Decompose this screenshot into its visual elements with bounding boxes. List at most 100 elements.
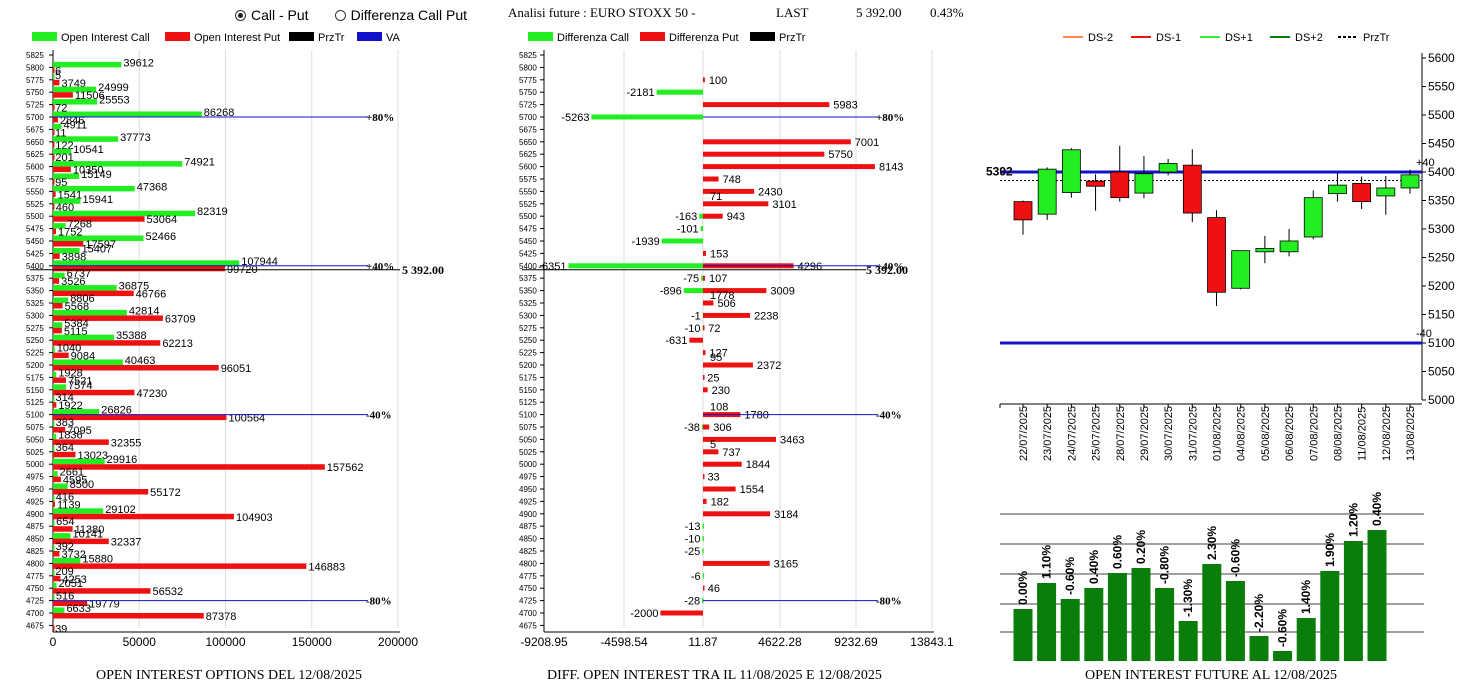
strike-label: 5725 <box>519 101 537 110</box>
diff-call-bar <box>700 226 703 232</box>
call-bar <box>53 173 80 179</box>
call-bar <box>53 471 58 477</box>
call-bar <box>53 533 71 539</box>
strike-label: 5025 <box>26 448 44 457</box>
strike-label: 5100 <box>26 411 44 420</box>
strike-label: 5775 <box>26 76 44 85</box>
strike-label: 5200 <box>26 361 44 370</box>
diff-put-bar <box>703 164 875 170</box>
put-value-label: 7095 <box>67 425 91 437</box>
strike-label: 5700 <box>519 113 537 122</box>
legend-swatch <box>165 32 190 41</box>
diff-put-label: 182 <box>711 496 729 508</box>
call-bar <box>53 371 57 378</box>
candle-body <box>1400 174 1420 189</box>
diff-call-label: -163 <box>675 211 697 223</box>
legend-label: Open Interest Put <box>194 32 280 44</box>
strike-label: 5150 <box>519 386 537 395</box>
y-tick-label: 5000 <box>1428 393 1455 407</box>
put-bar <box>53 476 61 483</box>
put-bar <box>53 613 204 619</box>
va-marker-label: +40% <box>366 261 394 273</box>
strike-label: 5575 <box>26 175 44 184</box>
radio-call-put[interactable]: Call - Put <box>235 7 309 23</box>
strike-label: 5450 <box>519 237 537 246</box>
diff-put-bar <box>703 275 706 281</box>
diff-put-label: 230 <box>712 385 730 397</box>
put-bar <box>53 377 66 383</box>
put-bar <box>53 327 62 334</box>
call-bar <box>53 347 55 353</box>
strike-label: 5350 <box>26 287 44 296</box>
candle-body <box>1086 180 1105 187</box>
strike-label: 4975 <box>26 473 44 482</box>
call-bar <box>53 483 68 489</box>
call-value-label: 5 <box>55 70 61 82</box>
diff-extra-label: 95 <box>710 352 722 364</box>
x-tick-label: 28/07/2025 <box>1115 406 1127 461</box>
strike-label: 4825 <box>26 547 44 556</box>
call-value-label: 392 <box>56 541 74 553</box>
call-bar <box>53 359 123 365</box>
va-marker-label: -80% <box>366 596 392 608</box>
diff-put-label: 1844 <box>746 459 770 471</box>
call-bar <box>53 309 127 316</box>
strike-label: 5175 <box>26 373 44 382</box>
legend-label: DS+2 <box>1295 32 1323 44</box>
strike-label: 5275 <box>26 324 44 333</box>
y-tick-label: 5050 <box>1428 365 1455 379</box>
diff-put-bar <box>703 350 706 356</box>
diff-put-label: 153 <box>710 248 728 260</box>
oi-bar-label: 0.20% <box>1134 530 1148 564</box>
va-marker-label: -40% <box>876 410 902 422</box>
diff-put-bar <box>703 511 771 517</box>
x-tick-label: 05/08/2025 <box>1260 406 1272 461</box>
oi-bar-label: -0.80% <box>1158 546 1172 584</box>
diff-call-bar <box>702 536 705 542</box>
put-bar <box>53 538 109 545</box>
strike-label: 5275 <box>519 324 537 333</box>
x-tick-label: 29/07/2025 <box>1139 406 1151 461</box>
caption-right: OPEN INTEREST FUTURE AL 12/08/2025 <box>1085 668 1338 683</box>
legend-label: Differenza Put <box>669 32 739 44</box>
strike-label: 5650 <box>26 138 44 147</box>
diff-put-bar <box>703 424 710 430</box>
strike-label: 4875 <box>519 522 537 531</box>
diff-put-bar <box>703 151 825 157</box>
call-bar <box>53 458 105 465</box>
strike-label: 4775 <box>519 572 537 581</box>
call-value-label: 74921 <box>184 157 215 169</box>
call-value-label: 7268 <box>68 219 92 231</box>
diff-put-bar <box>703 387 708 393</box>
candle-body <box>1061 149 1081 193</box>
y-tick-label: 5150 <box>1428 308 1455 322</box>
przTr-label: 5 392.00 <box>866 263 908 277</box>
diff-put-bar <box>703 560 770 566</box>
oi-bar <box>1296 618 1316 661</box>
diff-put-label: -631 <box>665 335 687 347</box>
radio-differenza[interactable]: Differenza Call Put <box>334 7 467 23</box>
call-bar <box>53 334 115 341</box>
call-bar <box>53 384 67 390</box>
strike-label: 4750 <box>26 584 44 593</box>
y-tick-label: 5100 <box>1428 336 1455 350</box>
diff-call-label: -101 <box>677 224 699 236</box>
x-tick-label: 25/07/2025 <box>1091 406 1103 461</box>
strike-label: 5700 <box>26 113 44 122</box>
candle-body <box>1158 163 1178 173</box>
diff-call-bar <box>701 275 703 281</box>
call-bar <box>53 421 55 427</box>
strike-label: 5400 <box>519 262 537 271</box>
call-bar <box>53 260 240 266</box>
diff-call-label: -1 <box>691 310 701 322</box>
candle-body <box>1110 171 1130 199</box>
oi-bar-label: 0.60% <box>1110 535 1124 569</box>
strike-label: 4975 <box>519 473 537 482</box>
diff-put-label: 3165 <box>774 558 798 570</box>
candle-body <box>1279 240 1299 253</box>
put-bar <box>53 166 71 173</box>
call-bar <box>53 99 98 105</box>
candle-body <box>1352 182 1372 203</box>
strike-label: 4675 <box>519 621 537 630</box>
x-tick-label: -9208.95 <box>520 635 568 649</box>
